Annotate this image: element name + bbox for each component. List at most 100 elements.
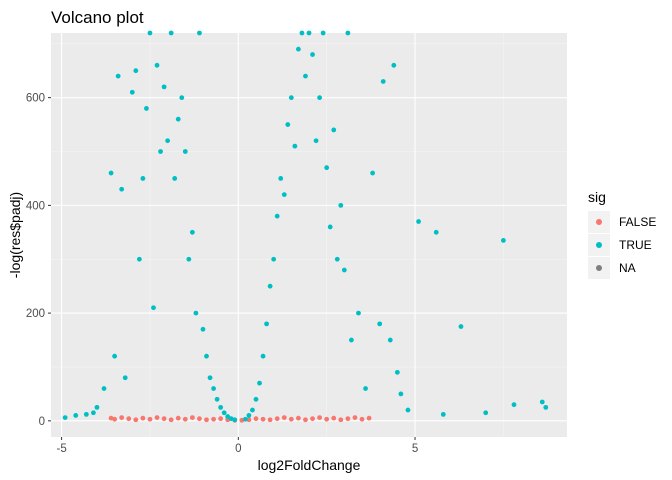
legend-label-na: NA bbox=[619, 261, 636, 275]
point-true bbox=[398, 391, 404, 397]
point-true bbox=[115, 73, 121, 79]
point-true bbox=[317, 95, 323, 101]
point-false bbox=[260, 416, 266, 422]
point-true bbox=[416, 219, 421, 224]
point-false bbox=[126, 416, 132, 422]
point-true bbox=[313, 138, 319, 144]
point-true bbox=[405, 407, 411, 413]
plot-panel bbox=[51, 33, 567, 437]
point-true bbox=[260, 353, 266, 359]
y-axis-ticks: 0 200 400 600 bbox=[26, 93, 51, 428]
point-true bbox=[391, 62, 397, 68]
point-true bbox=[122, 375, 128, 381]
point-false bbox=[267, 417, 273, 423]
point-true bbox=[331, 127, 337, 133]
point-true bbox=[172, 176, 178, 181]
point-true bbox=[458, 324, 464, 329]
point-true bbox=[242, 416, 248, 422]
point-false bbox=[189, 415, 195, 421]
point-true bbox=[83, 411, 89, 417]
point-false bbox=[133, 417, 139, 423]
point-true bbox=[200, 326, 206, 332]
legend-item-true: TRUE bbox=[588, 234, 652, 256]
point-false bbox=[310, 416, 315, 422]
y-tick-label: 400 bbox=[26, 200, 45, 212]
legend-key-true bbox=[596, 242, 602, 248]
point-true bbox=[271, 256, 277, 262]
point-true bbox=[218, 404, 224, 410]
point-true bbox=[539, 399, 545, 405]
legend-title: sig bbox=[588, 189, 606, 205]
point-true bbox=[94, 404, 100, 410]
point-true bbox=[274, 213, 280, 219]
point-true bbox=[267, 283, 273, 289]
point-true bbox=[345, 30, 351, 36]
point-false bbox=[218, 416, 224, 422]
point-true bbox=[182, 149, 188, 154]
point-true bbox=[186, 256, 192, 262]
point-true bbox=[288, 95, 294, 101]
point-false bbox=[359, 416, 365, 422]
point-true bbox=[204, 353, 209, 359]
point-true bbox=[285, 122, 291, 127]
point-true bbox=[73, 413, 79, 418]
point-true bbox=[334, 256, 340, 262]
point-true bbox=[349, 337, 354, 343]
point-false bbox=[204, 417, 209, 423]
point-true bbox=[278, 176, 284, 181]
point-true bbox=[189, 229, 195, 235]
x-tick-label: -5 bbox=[56, 443, 66, 455]
point-false bbox=[345, 416, 351, 422]
point-true bbox=[433, 229, 439, 235]
point-false bbox=[112, 416, 118, 422]
point-true bbox=[299, 30, 305, 36]
point-true bbox=[264, 321, 269, 327]
point-true bbox=[136, 256, 142, 262]
series-true-points bbox=[62, 30, 549, 423]
x-axis-ticks: -5 0 5 bbox=[56, 437, 418, 455]
y-tick-label: 600 bbox=[26, 93, 45, 105]
point-false bbox=[288, 416, 294, 422]
point-false bbox=[352, 415, 358, 421]
point-false bbox=[197, 416, 202, 422]
point-true bbox=[257, 380, 262, 386]
legend-label-true: TRUE bbox=[619, 238, 652, 252]
point-false bbox=[331, 415, 337, 421]
point-true bbox=[108, 170, 114, 176]
y-axis-title: -log(res$padj) bbox=[7, 192, 23, 278]
legend-key-na bbox=[596, 265, 602, 271]
point-false bbox=[281, 415, 287, 421]
point-true bbox=[119, 186, 125, 192]
x-tick-label: 0 bbox=[235, 443, 241, 455]
point-false bbox=[154, 415, 160, 421]
point-false bbox=[253, 416, 259, 422]
point-true bbox=[253, 396, 259, 402]
point-true bbox=[221, 410, 227, 416]
point-false bbox=[161, 416, 167, 422]
chart-title: Volcano plot bbox=[51, 8, 144, 27]
point-true bbox=[129, 89, 135, 95]
point-true bbox=[543, 404, 549, 410]
point-true bbox=[500, 237, 506, 243]
legend-item-na: NA bbox=[588, 257, 636, 279]
point-true bbox=[91, 410, 96, 416]
point-true bbox=[387, 337, 393, 343]
point-true bbox=[440, 411, 446, 417]
point-true bbox=[133, 68, 139, 74]
point-true bbox=[246, 413, 252, 418]
point-true bbox=[147, 30, 153, 36]
legend-item-false: FALSE bbox=[588, 211, 656, 233]
point-true bbox=[292, 143, 298, 149]
point-true bbox=[380, 79, 386, 84]
point-true bbox=[232, 417, 238, 423]
point-false bbox=[338, 417, 344, 423]
point-false bbox=[246, 417, 252, 423]
legend: sig FALSE TRUE NA bbox=[588, 189, 656, 279]
point-true bbox=[193, 310, 199, 316]
point-true bbox=[165, 138, 171, 144]
point-false bbox=[182, 416, 188, 422]
point-true bbox=[62, 415, 68, 421]
point-true bbox=[356, 310, 361, 316]
point-true bbox=[225, 414, 231, 419]
